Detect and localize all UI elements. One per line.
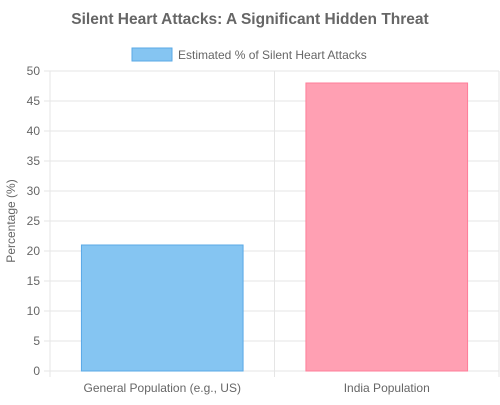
- bar[interactable]: [80, 244, 244, 372]
- y-tick-label: 20: [27, 244, 41, 258]
- grid: [49, 70, 500, 377]
- y-tick-label: 0: [33, 364, 40, 378]
- legend-swatch: [131, 47, 173, 62]
- x-axis-ticks: General Population (e.g., US) India Popul…: [84, 381, 430, 395]
- bar[interactable]: [305, 82, 469, 372]
- y-tick-label: 35: [27, 154, 41, 168]
- y-tick-label: 25: [27, 214, 41, 228]
- chart-title: Silent Heart Attacks: A Significant Hidd…: [71, 11, 428, 28]
- bars: [80, 82, 469, 372]
- y-tick-label: 10: [27, 304, 41, 318]
- y-tick-label: 40: [27, 124, 41, 138]
- y-tick-label: 30: [27, 184, 41, 198]
- y-tick-label: 15: [27, 274, 41, 288]
- y-tick-label: 45: [27, 94, 41, 108]
- legend[interactable]: Estimated % of Silent Heart Attacks: [131, 47, 367, 62]
- y-axis-title: Percentage (%): [4, 179, 18, 262]
- y-axis-ticks: 0 5 10 15 20 25 30 35 40 45 50: [27, 64, 50, 378]
- x-tick-label: General Population (e.g., US): [84, 381, 241, 395]
- legend-label: Estimated % of Silent Heart Attacks: [178, 48, 367, 62]
- y-tick-label: 5: [33, 334, 40, 348]
- x-tick-label: India Population: [344, 381, 430, 395]
- y-tick-label: 50: [27, 64, 41, 78]
